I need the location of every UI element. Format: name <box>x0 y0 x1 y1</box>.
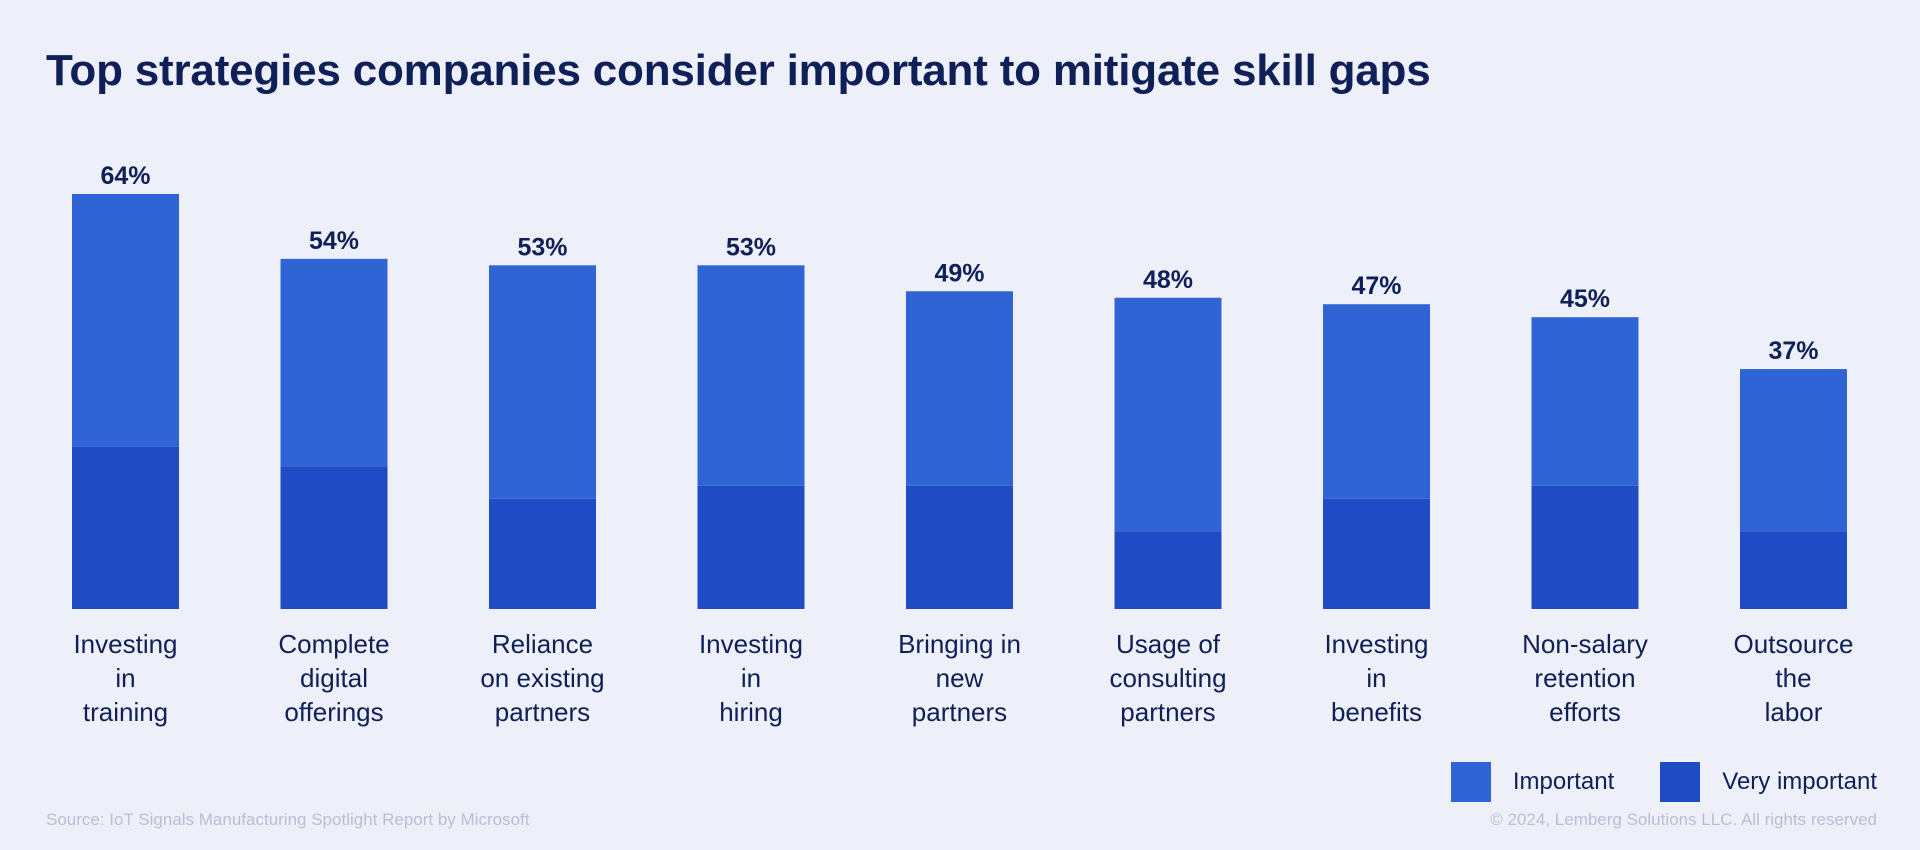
bar-important <box>1323 304 1430 499</box>
bar-very-important <box>1114 531 1222 609</box>
data-label: 37% <box>1768 337 1818 365</box>
bar-important <box>1114 297 1222 532</box>
data-label: 49% <box>934 259 984 287</box>
bar-important <box>906 291 1013 486</box>
category-label: Bringing in new partners <box>898 629 1021 727</box>
bar-very-important <box>280 466 388 609</box>
legend-label-important: Important <box>1512 768 1615 795</box>
bar-very-important <box>489 498 596 609</box>
bar-important <box>697 265 805 486</box>
legend: Important Very important <box>1405 762 1877 802</box>
data-label: 64% <box>100 162 150 190</box>
category-label: Investing in benefits <box>1324 629 1428 727</box>
data-label: 48% <box>1143 266 1193 294</box>
category-label: Non-salary retention efforts <box>1522 629 1648 727</box>
bar-very-important <box>72 446 179 609</box>
bar-important <box>489 265 596 499</box>
legend-item-very-important: Very important <box>1660 762 1877 802</box>
bar-very-important <box>906 485 1013 609</box>
bar-important <box>72 194 179 447</box>
category-label: Reliance on existing partners <box>480 629 604 727</box>
source-note: Source: IoT Signals Manufacturing Spotli… <box>46 810 530 829</box>
bar-very-important <box>1531 485 1639 609</box>
chart-title: Top strategies companies consider import… <box>46 46 1431 95</box>
legend-swatch-important <box>1450 762 1491 802</box>
data-label: 53% <box>517 233 567 261</box>
bar-very-important <box>1323 498 1430 609</box>
bar-very-important <box>697 485 805 609</box>
bar-important <box>280 258 388 467</box>
bar-important <box>1531 317 1639 486</box>
category-label: Investing in hiring <box>699 629 803 727</box>
bar-important <box>1740 369 1847 532</box>
category-label: Complete digital offerings <box>278 629 389 727</box>
category-label: Investing in training <box>73 629 177 727</box>
bar-very-important <box>1740 531 1847 609</box>
legend-item-important: Important <box>1450 762 1615 802</box>
data-label: 53% <box>726 233 776 261</box>
category-label: Outsource the labor <box>1734 629 1854 727</box>
data-label: 45% <box>1560 285 1610 313</box>
category-label: Usage of consulting partners <box>1109 629 1226 727</box>
legend-label-very-important: Very important <box>1722 768 1877 795</box>
legend-swatch-very-important <box>1660 762 1701 802</box>
data-label: 54% <box>309 227 359 255</box>
data-label: 47% <box>1351 272 1401 300</box>
copyright-note: © 2024, Lemberg Solutions LLC. All right… <box>1490 810 1877 829</box>
